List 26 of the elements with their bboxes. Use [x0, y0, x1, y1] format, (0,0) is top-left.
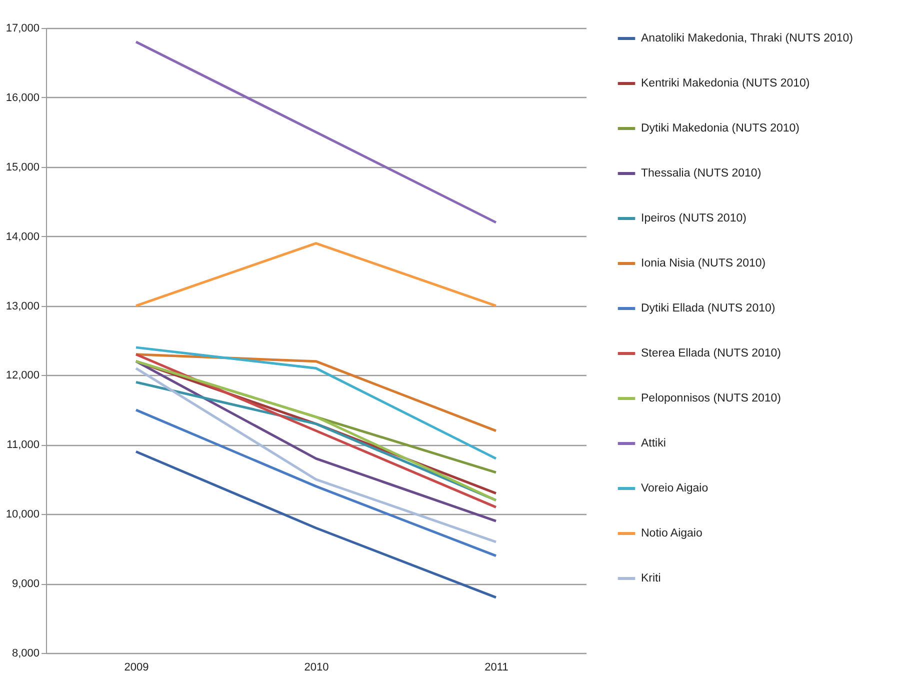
legend-label: Anatoliki Makedonia, Thraki (NUTS 2010): [641, 32, 854, 44]
legend-label: Kentriki Makedonia (NUTS 2010): [641, 78, 810, 90]
y-tick-label: 12,000: [6, 370, 40, 382]
legend-label: Dytiki Ellada (NUTS 2010): [641, 302, 776, 314]
y-tick-label: 11,000: [6, 439, 40, 452]
x-tick-label: 2011: [484, 662, 508, 674]
y-tick-label: 13,000: [6, 300, 40, 312]
y-tick-label: 9,000: [12, 578, 40, 590]
y-tick-label: 14,000: [6, 230, 40, 243]
x-tick-label: 2010: [304, 662, 329, 674]
legend-label: Ionia Nisia (NUTS 2010): [641, 258, 766, 270]
y-tick-label: 10,000: [6, 508, 40, 521]
legend-label: Thessalia (NUTS 2010): [641, 168, 762, 180]
legend-label: Kriti: [641, 572, 661, 584]
y-tick-label: 15,000: [6, 161, 40, 174]
legend-label: Peloponnisos (NUTS 2010): [641, 392, 782, 404]
y-tick-label: 8,000: [12, 648, 40, 660]
legend-label: Notio Aigaio: [641, 528, 702, 540]
x-tick-label: 2009: [124, 662, 149, 674]
y-tick-label: 16,000: [6, 92, 40, 104]
legend-label: Sterea Ellada (NUTS 2010): [641, 348, 782, 360]
y-tick-label: 17,000: [6, 22, 40, 34]
legend-label: Ipeiros (NUTS 2010): [641, 212, 747, 224]
legend-label: Attiki: [641, 438, 666, 450]
legend-label: Dytiki Makedonia (NUTS 2010): [641, 122, 800, 134]
legend-label: Voreio Aigaio: [641, 482, 708, 494]
